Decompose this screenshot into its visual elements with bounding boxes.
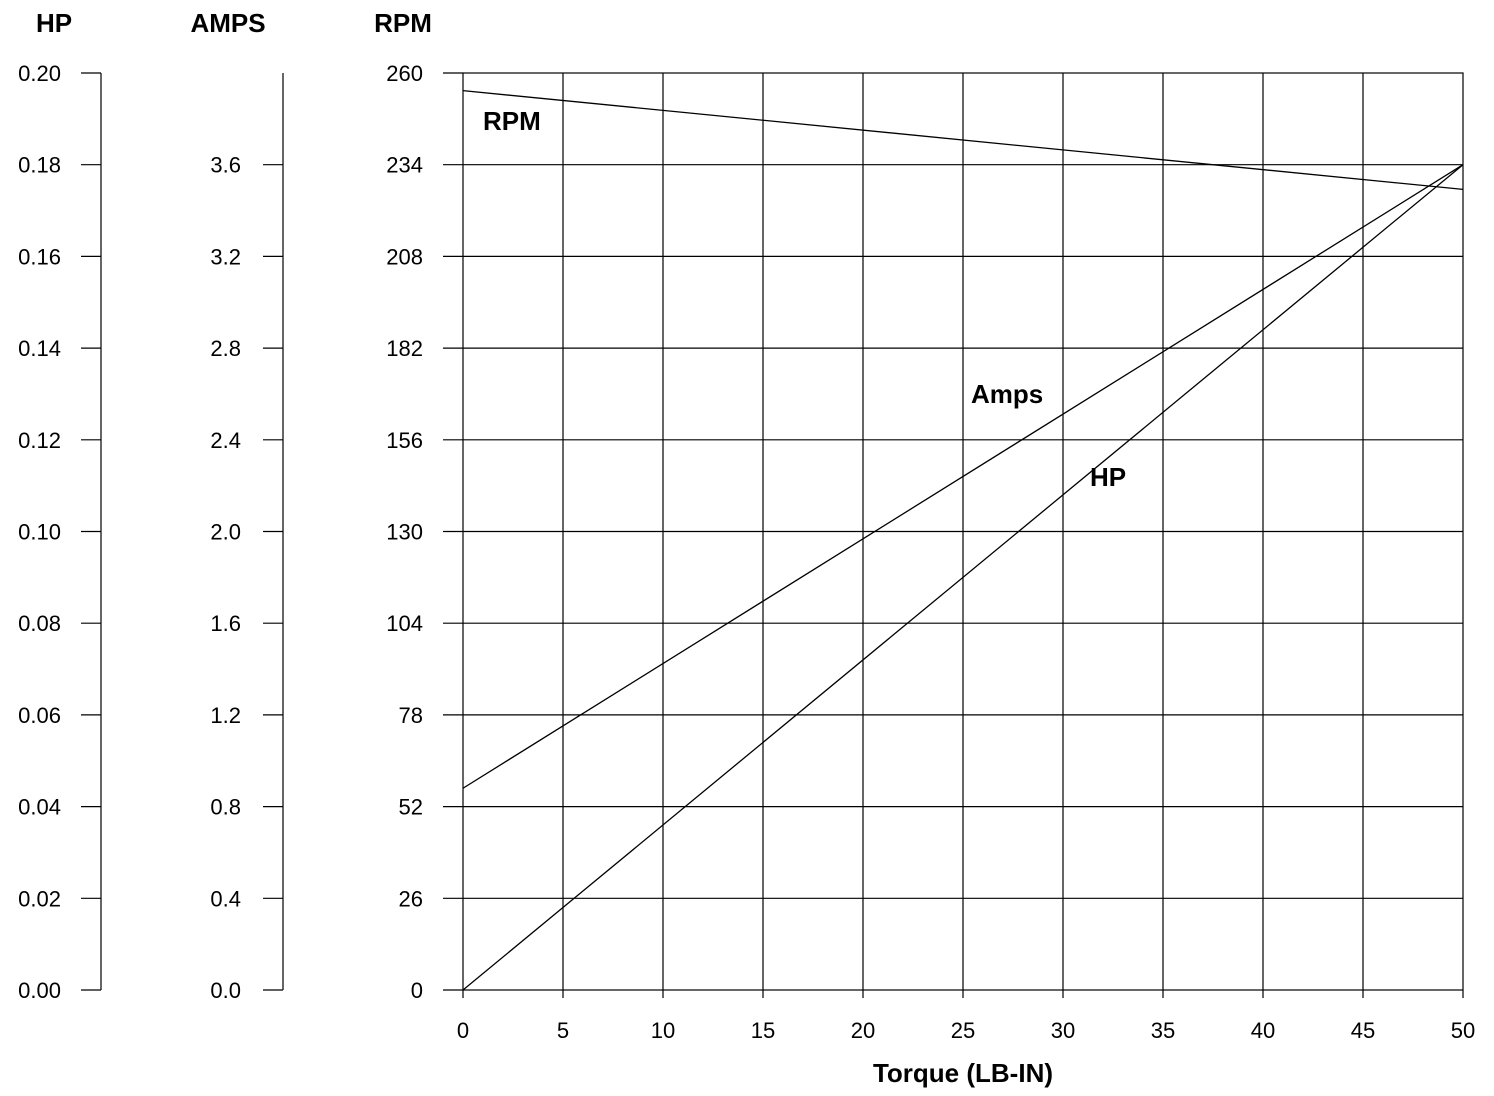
rpm-tick-label: 52 (399, 795, 423, 820)
x-tick-label: 35 (1151, 1018, 1175, 1043)
x-tick-label: 5 (557, 1018, 569, 1043)
hp-tick-label: 0.20 (18, 61, 61, 86)
torque-axis: 0 5 10 15 20 25 30 35 40 45 50 (457, 990, 1475, 1043)
series-lines (462, 89, 1464, 991)
hp-axis: 0.00 0.02 0.04 0.06 0.08 0.10 0.12 0.14 0.16 0.18… (18, 61, 102, 1003)
hp-tick-label: 0.10 (18, 520, 61, 545)
x-tick-label: 50 (1451, 1018, 1475, 1043)
amps-tick-label: 0.4 (210, 886, 241, 911)
hp-axis-title: HP (36, 8, 72, 38)
amps-tick-label: 1.6 (210, 611, 241, 636)
hp-tick-label: 0.08 (18, 611, 61, 636)
amps-tick-label: 2.8 (210, 336, 241, 361)
rpm-tick-label: 208 (386, 244, 423, 269)
rpm-axis: 0 26 52 78 104 130 156 182 208 234 260 (386, 61, 463, 1003)
amps-tick-label: 2.4 (210, 428, 241, 453)
hp-tick-label: 0.00 (18, 978, 61, 1003)
rpm-tick-label: 156 (386, 428, 423, 453)
series-line-amps (462, 164, 1464, 789)
amps-axis-title: AMPS (190, 8, 265, 38)
rpm-tick-label: 260 (386, 61, 423, 86)
amps-tick-label: 3.2 (210, 244, 241, 269)
rpm-tick-label: 104 (386, 611, 423, 636)
hp-tick-label: 0.02 (18, 886, 61, 911)
x-tick-label: 15 (751, 1018, 775, 1043)
plot-grid (462, 72, 1464, 991)
rpm-tick-label: 78 (399, 703, 423, 728)
x-tick-label: 30 (1051, 1018, 1075, 1043)
rpm-tick-label: 182 (386, 336, 423, 361)
x-tick-label: 20 (851, 1018, 875, 1043)
series-label-rpm: RPM (483, 106, 541, 136)
amps-tick-label: 2.0 (210, 520, 241, 545)
amps-axis: 0.0 0.4 0.8 1.2 1.6 2.0 2.4 2.8 3.2 3.6 (210, 73, 284, 1003)
rpm-tick-label: 130 (386, 520, 423, 545)
hp-tick-label: 0.04 (18, 795, 61, 820)
rpm-tick-label: 234 (386, 153, 423, 178)
hp-tick-label: 0.18 (18, 153, 61, 178)
hp-tick-label: 0.16 (18, 244, 61, 269)
amps-tick-label: 1.2 (210, 703, 241, 728)
series-label-amps: Amps (971, 379, 1043, 409)
x-tick-label: 45 (1351, 1018, 1375, 1043)
series-line-rpm (462, 89, 1464, 191)
series-line-hp (462, 164, 1464, 991)
hp-tick-label: 0.06 (18, 703, 61, 728)
rpm-axis-title: RPM (374, 8, 432, 38)
x-axis-title: Torque (LB-IN) (873, 1058, 1053, 1088)
hp-tick-label: 0.14 (18, 336, 61, 361)
x-tick-label: 10 (651, 1018, 675, 1043)
x-tick-label: 40 (1251, 1018, 1275, 1043)
x-tick-label: 0 (457, 1018, 469, 1043)
rpm-tick-label: 26 (399, 886, 423, 911)
amps-tick-label: 3.6 (210, 153, 241, 178)
hp-tick-label: 0.12 (18, 428, 61, 453)
amps-tick-label: 0.8 (210, 795, 241, 820)
x-tick-label: 25 (951, 1018, 975, 1043)
series-label-hp: HP (1090, 462, 1126, 492)
amps-tick-label: 0.0 (210, 978, 241, 1003)
rpm-tick-label: 0 (411, 978, 423, 1003)
